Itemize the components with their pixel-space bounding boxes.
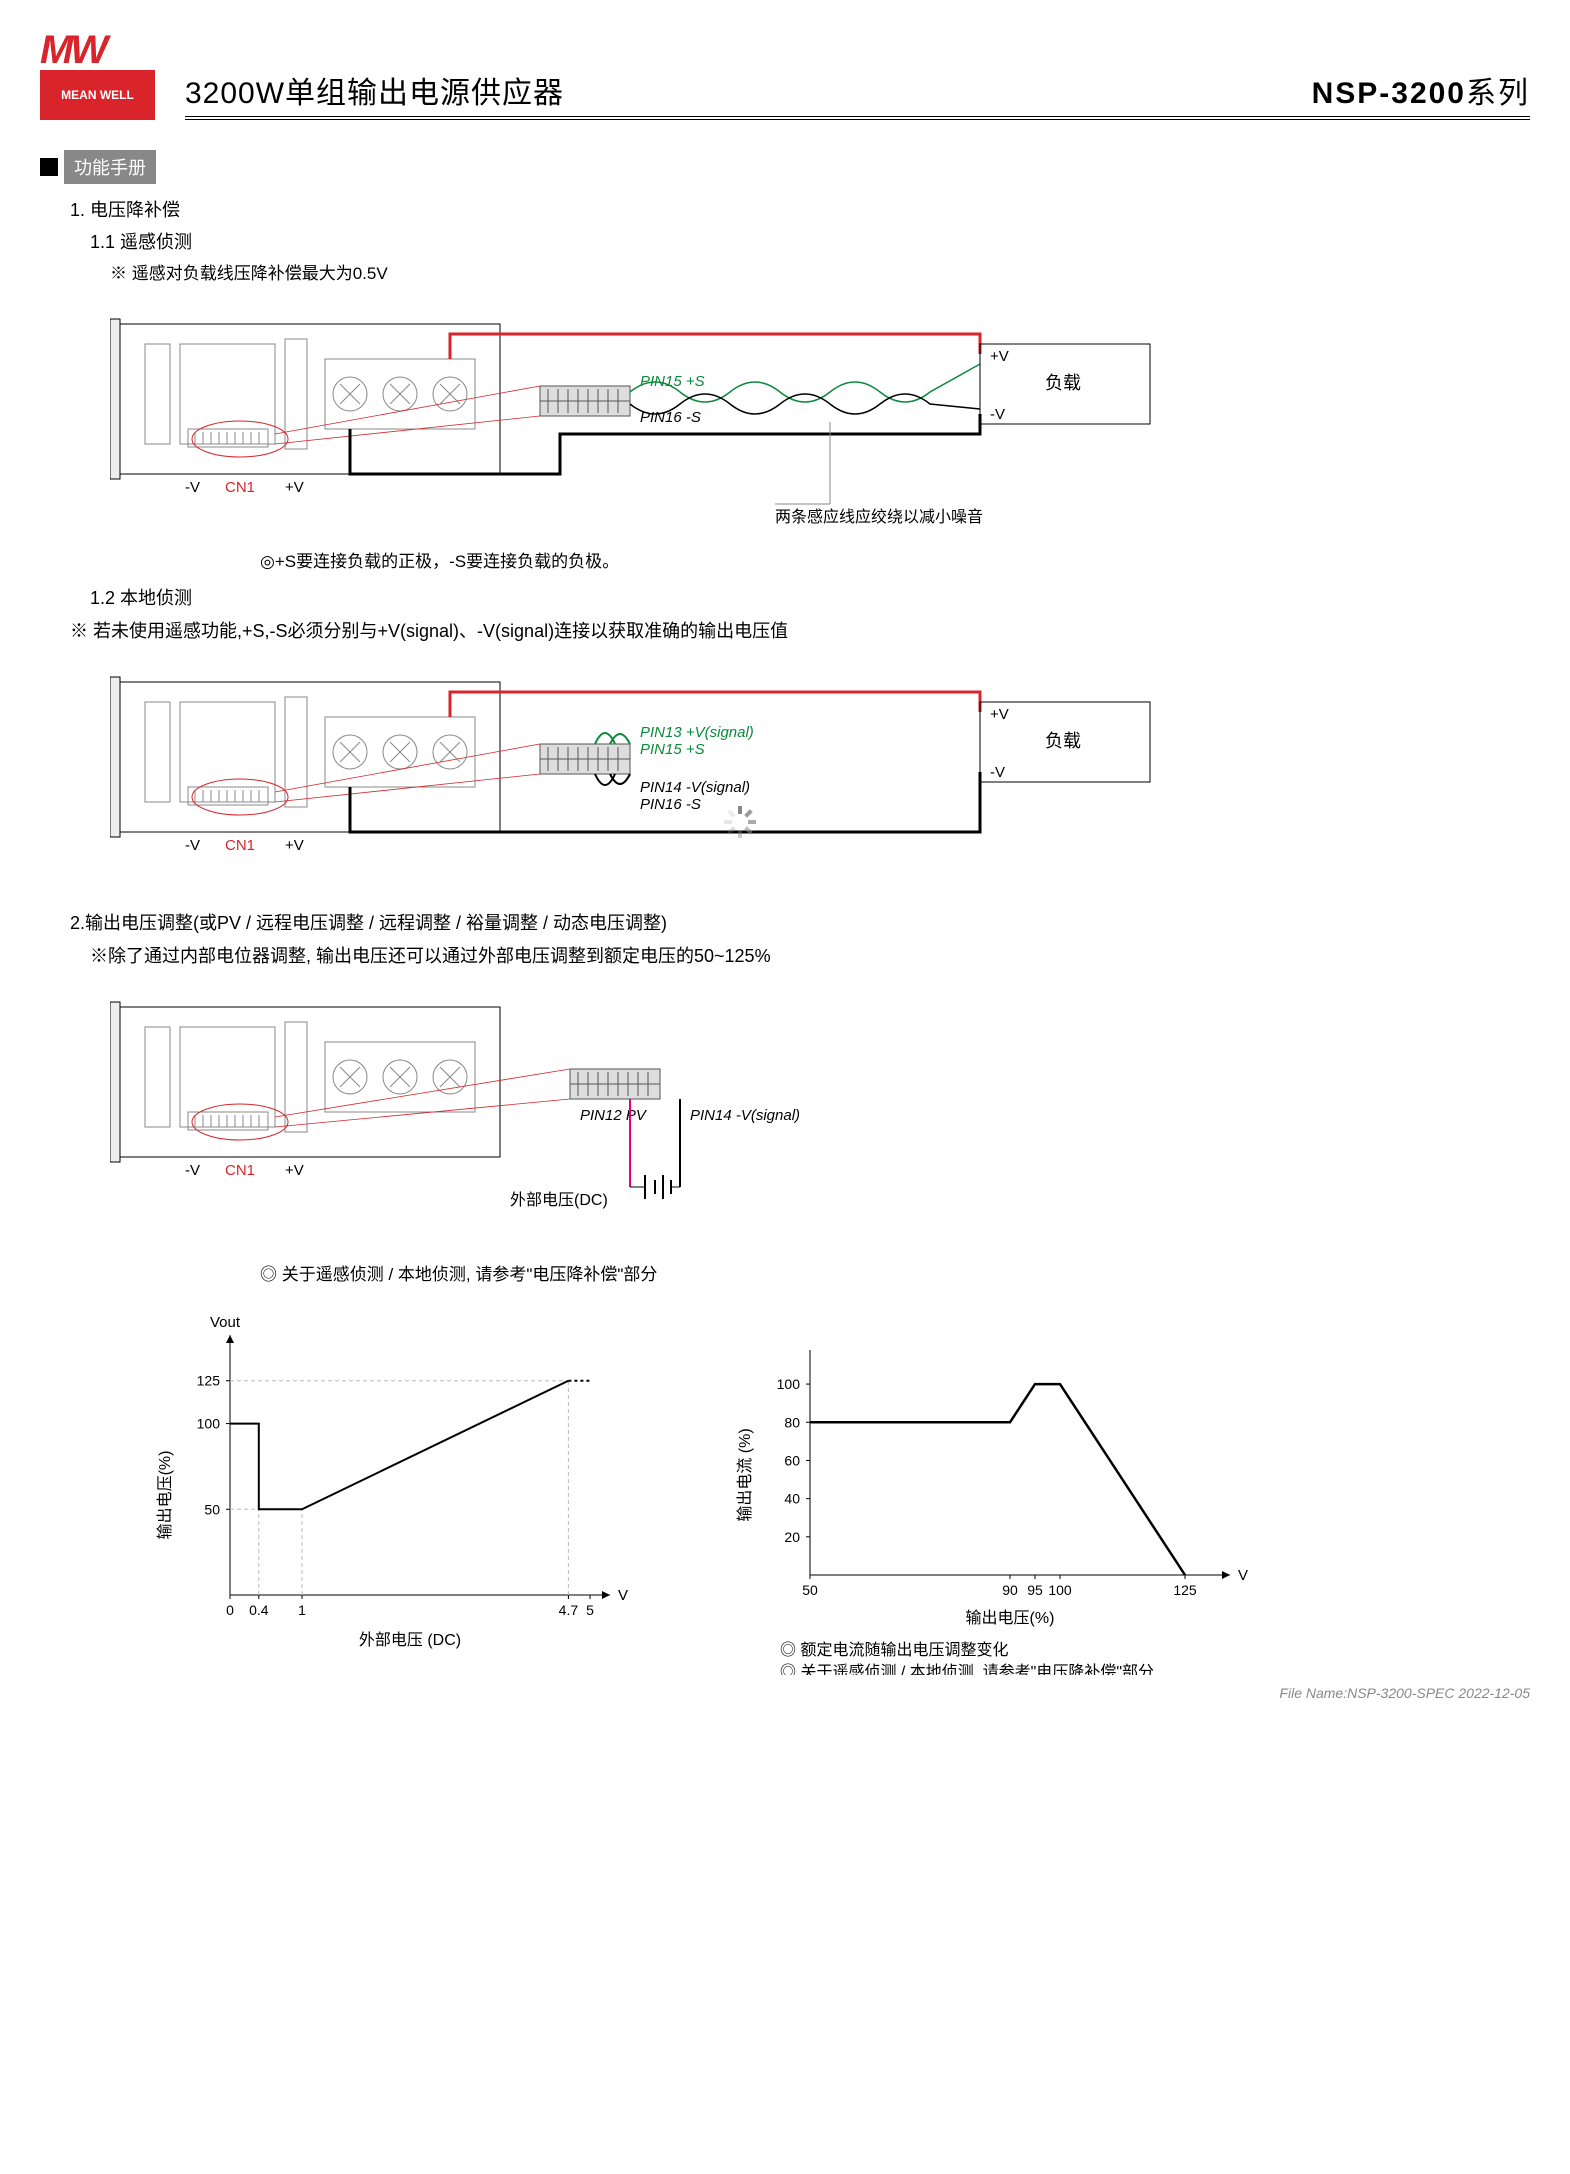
logo: MW MEAN WELL [40, 30, 155, 120]
fig1-pos: +V [285, 479, 304, 496]
fig1-svg: -V CN1 +V PIN15 +S PIN16 -S +V -V 负载 [110, 304, 1210, 534]
svg-text:输出电压(%): 输出电压(%) [966, 1609, 1055, 1627]
page-header: MW MEAN WELL 3200W单组输出电源供应器 NSP-3200系列 [40, 30, 1530, 120]
model: NSP-3200 [1312, 77, 1466, 110]
fig3-annot: ◎ 关于遥感侦测 / 本地侦测, 请参考"电压降补偿"部分 [260, 1260, 1530, 1285]
title-right: NSP-3200系列 [1312, 68, 1530, 112]
svg-text:0: 0 [226, 1602, 234, 1618]
fig2-pin14: PIN14 -V(signal) [640, 779, 750, 796]
fig1-twistnote: 两条感应线应绞绕以减小噪音 [775, 507, 983, 526]
svg-text:80: 80 [784, 1414, 800, 1430]
title-left: 3200W单组输出电源供应器 [185, 68, 564, 112]
sec1-2-head: 1.2 本地侦测 [90, 582, 1530, 614]
title-row: 3200W单组输出电源供应器 NSP-3200系列 [185, 68, 1530, 120]
figure-3: -V CN1 +V PIN12 PV PIN14 -V(signal) 外部电压… [110, 987, 1530, 1285]
svg-text:◎ 额定电流随输出电压调整变化: ◎ 额定电流随输出电压调整变化 [780, 1641, 1008, 1659]
sec2-head: 2.输出电压调整(或PV / 远程电压调整 / 远程调整 / 裕量调整 / 动态… [70, 907, 1530, 939]
series: 系列 [1466, 77, 1530, 110]
fig3-ext: 外部电压(DC) [510, 1191, 608, 1209]
fig1-pin16: PIN16 -S [640, 409, 701, 426]
manual-badge: 功能手册 [40, 150, 1530, 184]
svg-text:100: 100 [197, 1416, 221, 1432]
sec1-1-head: 1.1 遥感侦测 [90, 226, 1530, 258]
svg-text:输出电流 (%): 输出电流 (%) [736, 1428, 754, 1521]
figure-2: -V CN1 +V PIN13 +V(signal) PIN15 +S PIN1… [110, 662, 1530, 897]
svg-text:60: 60 [784, 1452, 800, 1468]
fig2-pin16: PIN16 -S [640, 796, 701, 813]
svg-text:V: V [618, 1587, 628, 1604]
fig2-neg: -V [185, 837, 200, 854]
fig1-plusV: +V [990, 348, 1009, 365]
svg-text:100: 100 [777, 1376, 801, 1392]
fig2-svg: -V CN1 +V PIN13 +V(signal) PIN15 +S PIN1… [110, 662, 1210, 892]
sec1-1-note: ※ 遥感对负载线压降补偿最大为0.5V [110, 259, 1530, 290]
fig2-pin15: PIN15 +S [640, 741, 705, 758]
fig2-cn1: CN1 [225, 837, 255, 854]
svg-text:1: 1 [298, 1602, 306, 1618]
fig2-minusV: -V [990, 764, 1005, 781]
sec1-2-note: ※ 若未使用遥感功能,+S,-S必须分别与+V(signal)、-V(signa… [70, 615, 1530, 647]
fig2-load: 负载 [1045, 731, 1081, 751]
svg-text:125: 125 [197, 1373, 221, 1389]
fig1-neg: -V [185, 479, 200, 496]
fig2-pos: +V [285, 837, 304, 854]
fig1-minusV: -V [990, 406, 1005, 423]
svg-text:4.7: 4.7 [559, 1602, 579, 1618]
fig3-pin14: PIN14 -V(signal) [690, 1107, 800, 1124]
fig1-load: 负载 [1045, 373, 1081, 393]
logo-mw: MW [40, 30, 155, 70]
page-footer: File Name:NSP-3200-SPEC 2022-12-05 [40, 1685, 1530, 1701]
fig3-neg: -V [185, 1162, 200, 1179]
svg-text:125: 125 [1173, 1582, 1197, 1598]
fig2-plusV: +V [990, 706, 1009, 723]
fig1-cn1: CN1 [225, 479, 255, 496]
svg-text:95: 95 [1027, 1582, 1043, 1598]
fig3-svg: -V CN1 +V PIN12 PV PIN14 -V(signal) 外部电压… [110, 987, 1010, 1247]
svg-text:100: 100 [1048, 1582, 1072, 1598]
fig3-pos: +V [285, 1162, 304, 1179]
loading-spinner-icon [724, 806, 756, 838]
fig3-cn1: CN1 [225, 1162, 255, 1179]
fig3-pin12: PIN12 PV [580, 1107, 648, 1124]
square-bullet [40, 158, 58, 176]
svg-text:Vout: Vout [210, 1315, 241, 1331]
svg-text:50: 50 [802, 1582, 818, 1598]
charts-row: V Vout 50 100 125 0 0.4 1 4.7 5 输出电压(%) 外部电压 (DC) V… [150, 1315, 1530, 1675]
section-2: 2.输出电压调整(或PV / 远程电压调整 / 远程调整 / 裕量调整 / 动态… [70, 907, 1530, 972]
fig2-pin13: PIN13 +V(signal) [640, 724, 754, 741]
svg-text:外部电压 (DC): 外部电压 (DC) [359, 1631, 461, 1649]
svg-text:◎ 关于遥感侦测 / 本地侦测, 请参考"电压降补偿"部分: ◎ 关于遥感侦测 / 本地侦测, 请参考"电压降补偿"部分 [780, 1663, 1154, 1675]
fig1-annot: ◎+S要连接负载的正极，-S要连接负载的负极。 [260, 547, 1530, 572]
svg-text:50: 50 [204, 1501, 220, 1517]
section-1-2: 1.2 本地侦测 ※ 若未使用遥感功能,+S,-S必须分别与+V(signal)… [70, 582, 1530, 647]
logo-brand: MEAN WELL [40, 70, 155, 120]
svg-text:90: 90 [1002, 1582, 1018, 1598]
svg-text:V: V [1238, 1567, 1248, 1584]
svg-text:40: 40 [784, 1491, 800, 1507]
sec2-note: ※除了通过内部电位器调整, 输出电压还可以通过外部电压调整到额定电压的50~12… [90, 940, 1530, 972]
svg-text:输出电压(%): 输出电压(%) [156, 1450, 174, 1539]
svg-text:20: 20 [784, 1529, 800, 1545]
svg-text:0.4: 0.4 [249, 1602, 269, 1618]
figure-1: -V CN1 +V PIN15 +S PIN16 -S +V -V 负载 [110, 304, 1530, 572]
section-1: 1. 电压降补偿 1.1 遥感侦测 ※ 遥感对负载线压降补偿最大为0.5V [70, 194, 1530, 289]
chart-vout-vs-extv: V Vout 50 100 125 0 0.4 1 4.7 5 输出电压(%) 外部电压 (DC) [150, 1315, 650, 1675]
svg-text:5: 5 [586, 1602, 594, 1618]
chart-iout-vs-vout: V 20 40 60 80 100 50 90 95 100 125 输出电流 (%) 输出电压(%) ◎… [730, 1315, 1310, 1675]
sec1-head: 1. 电压降补偿 [70, 194, 1530, 226]
manual-label: 功能手册 [64, 150, 156, 184]
